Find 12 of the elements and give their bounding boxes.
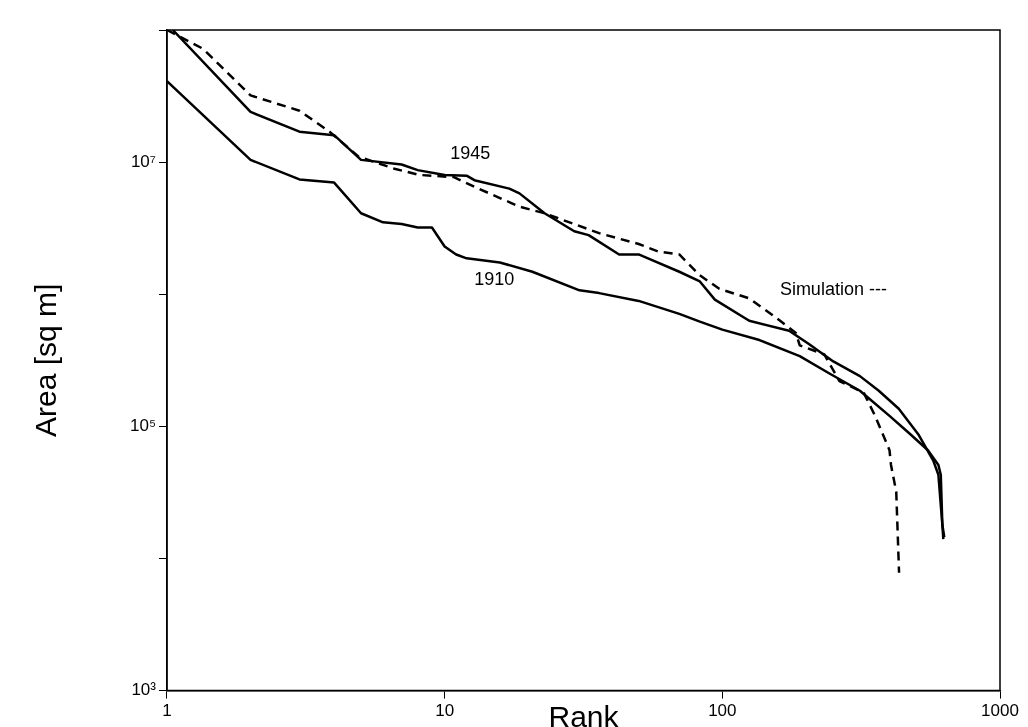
y-tick-label: 10⁷: [130, 151, 156, 171]
x-tick-label: 1000: [981, 701, 1019, 721]
x-axis-title: Rank: [548, 699, 620, 727]
series-label: Simulation ---: [779, 279, 887, 300]
x-tick-label: 100: [708, 701, 737, 721]
x-tick-label: 1: [162, 701, 172, 721]
y-axis-title: Area [sq m]: [29, 283, 63, 437]
series-label: 1910: [474, 269, 515, 290]
x-tick-label: 10: [435, 701, 455, 721]
series-label: 1945: [450, 143, 491, 164]
y-tick-label: 10⁵: [129, 416, 156, 436]
y-tick-label: 10³: [131, 680, 157, 700]
